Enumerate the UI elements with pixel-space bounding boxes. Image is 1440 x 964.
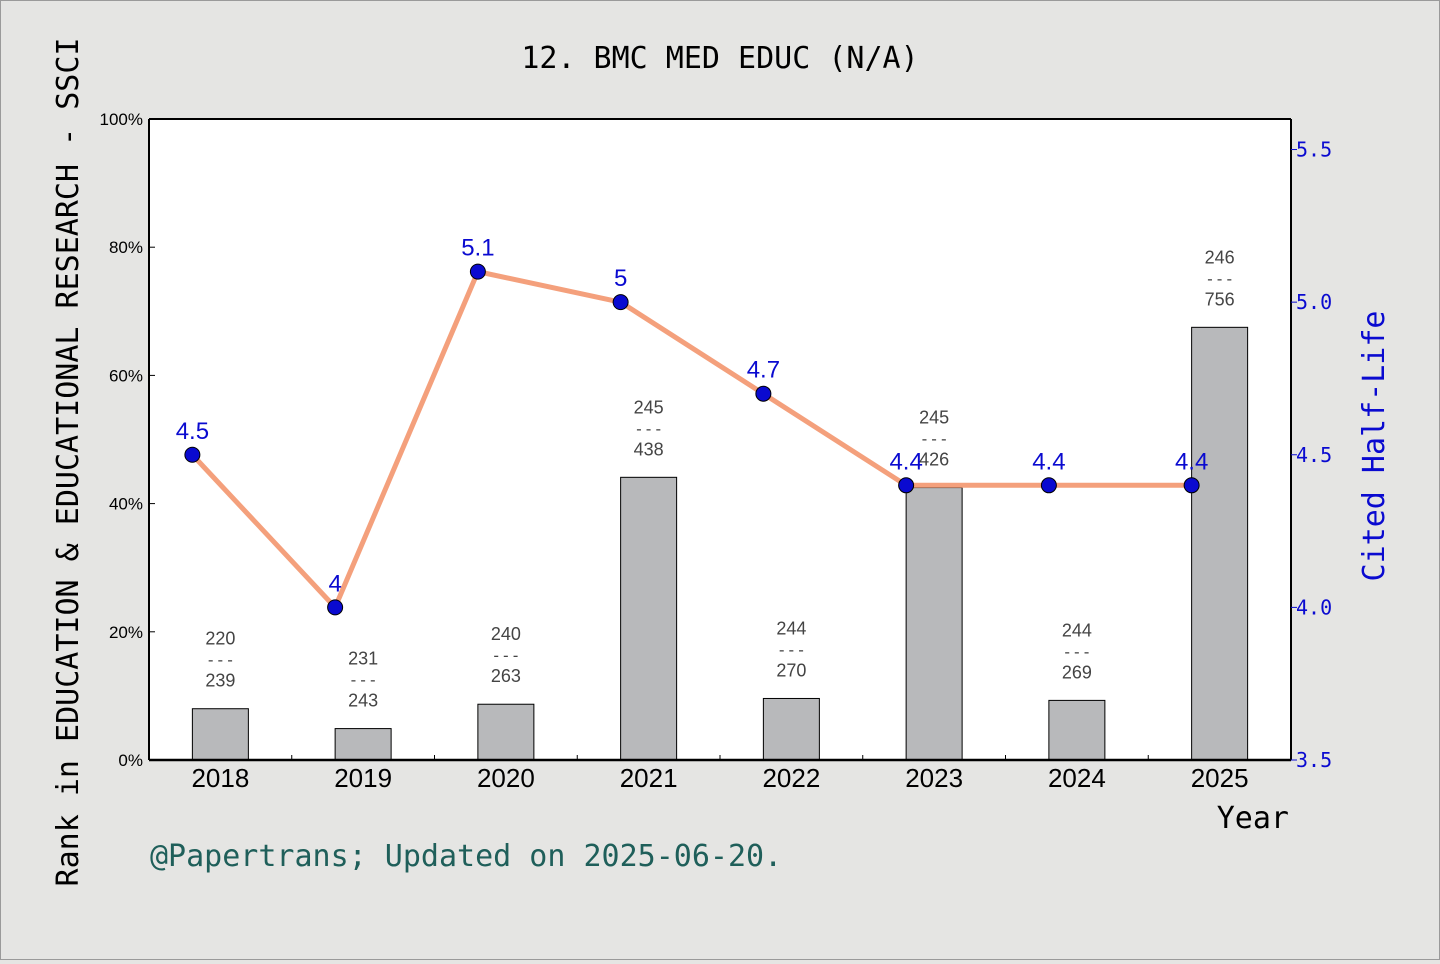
bar-rank-label: 245 <box>634 397 664 417</box>
half-life-value-label: 5 <box>614 265 627 292</box>
left-tick-label: 20% <box>109 623 143 642</box>
x-tick-label: 2022 <box>762 763 820 793</box>
x-tick-label: 2024 <box>1048 763 1106 793</box>
bar <box>905 487 963 761</box>
bar-total-label: 426 <box>919 450 949 470</box>
bar-total-label: 243 <box>348 691 378 711</box>
bar-total-label: 263 <box>491 666 521 686</box>
x-tick-label: 2019 <box>334 763 392 793</box>
right-tick-label: 3.5 <box>1296 748 1332 772</box>
half-life-marker <box>1040 477 1057 494</box>
bar-separator-label: --- <box>1205 269 1234 288</box>
bar <box>1048 699 1106 761</box>
half-life-marker <box>469 263 486 280</box>
half-life-marker <box>1183 477 1200 494</box>
half-life-value-label: 5.1 <box>461 235 494 262</box>
bar-rank-label: 231 <box>348 649 378 669</box>
x-tick-label: 2020 <box>477 763 535 793</box>
left-axis-label: Rank in EDUCATION & EDUCATIONAL RESEARCH… <box>51 38 86 887</box>
bar-rank-label: 220 <box>205 629 235 649</box>
bar-rank-label: 244 <box>1062 620 1092 640</box>
left-tick-label: 80% <box>109 238 143 257</box>
bar-total-label: 756 <box>1205 289 1235 309</box>
credit-text: @Papertrans; Updated on 2025-06-20. <box>150 839 782 874</box>
half-life-value-label: 4.4 <box>1175 448 1208 475</box>
right-tick-label: 5.0 <box>1296 290 1332 314</box>
bar-separator-label: --- <box>777 640 806 659</box>
right-axis-label: Cited Half-Life <box>1357 311 1392 582</box>
right-tick-label: 4.0 <box>1296 595 1332 619</box>
bar-rank-label: 245 <box>919 408 949 428</box>
bar-separator-label: --- <box>491 646 520 665</box>
bar-rank-label: 240 <box>491 624 521 644</box>
x-tick-label: 2018 <box>191 763 249 793</box>
bar-rank-label: 244 <box>776 618 806 638</box>
x-tick-label: 2025 <box>1191 763 1249 793</box>
half-life-value-label: 4 <box>328 570 341 597</box>
half-life-line <box>190 269 1192 610</box>
half-life-marker <box>755 385 772 402</box>
bar-total-label: 270 <box>776 660 806 680</box>
bar-rank-label: 246 <box>1205 247 1235 267</box>
bar-separator-label: --- <box>349 671 378 690</box>
half-life-marker <box>898 477 915 494</box>
bar-separator-label: --- <box>1062 642 1091 661</box>
bar <box>762 697 820 761</box>
chart-title: 12. BMC MED EDUC (N/A) <box>521 41 918 76</box>
bar-total-label: 269 <box>1062 662 1092 682</box>
plot-area <box>149 119 1291 760</box>
right-tick-label: 5.5 <box>1296 138 1332 162</box>
half-life-value-label: 4.7 <box>747 357 780 384</box>
bar <box>1191 326 1249 761</box>
left-tick-label: 60% <box>109 366 143 385</box>
half-life-value-label: 4.4 <box>889 448 922 475</box>
bar <box>620 476 678 761</box>
bar-separator-label: --- <box>206 651 235 670</box>
bar-separator-label: --- <box>634 419 663 438</box>
x-tick-label: 2021 <box>620 763 678 793</box>
bar <box>334 728 392 761</box>
x-tick-label: 2023 <box>905 763 963 793</box>
bar <box>191 708 249 761</box>
half-life-value-label: 4.5 <box>176 418 209 445</box>
x-axis-label: Year <box>1217 801 1289 836</box>
half-life-marker <box>327 599 344 616</box>
bar-total-label: 438 <box>634 439 664 459</box>
bar <box>477 703 535 761</box>
left-tick-label: 40% <box>109 495 143 514</box>
half-life-value-label: 4.4 <box>1032 448 1065 475</box>
half-life-marker <box>184 446 201 463</box>
bar-total-label: 239 <box>205 671 235 691</box>
left-tick-label: 0% <box>118 751 143 770</box>
right-tick-label: 4.5 <box>1296 443 1332 467</box>
left-tick-label: 100% <box>100 110 143 129</box>
half-life-marker <box>612 294 629 311</box>
bar-separator-label: --- <box>920 430 949 449</box>
